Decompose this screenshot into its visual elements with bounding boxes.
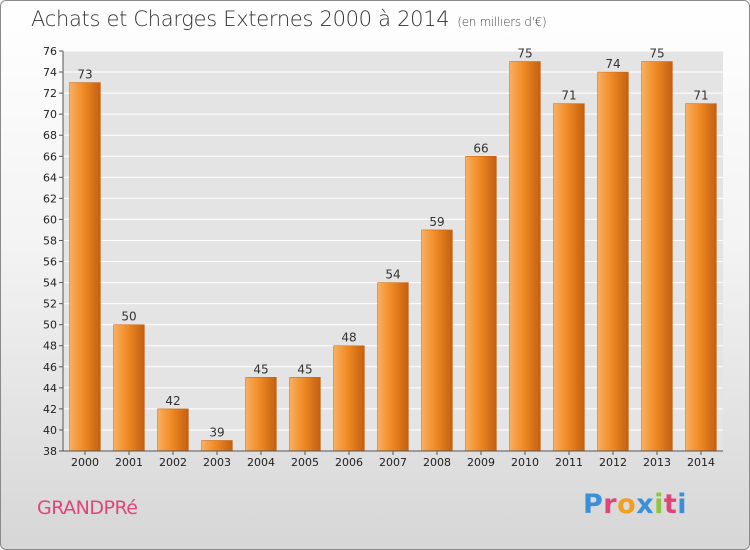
- y-tick-label: 70: [43, 108, 57, 121]
- y-tick-label: 46: [43, 361, 57, 374]
- y-tick-label: 58: [43, 234, 57, 247]
- x-tick-label-2003: 2003: [203, 456, 231, 469]
- x-tick-label-2007: 2007: [379, 456, 407, 469]
- value-label-2006: 48: [341, 331, 356, 345]
- value-label-2009: 66: [473, 141, 488, 155]
- y-tick-label: 52: [43, 298, 57, 311]
- x-tick-label-2011: 2011: [555, 456, 583, 469]
- y-tick-label: 44: [43, 382, 57, 395]
- bar-2007: [377, 282, 409, 452]
- logo-letter: P: [583, 489, 604, 520]
- bar-2014: [685, 103, 717, 452]
- y-tick-label: 60: [43, 213, 57, 226]
- y-tick-label: 64: [43, 171, 57, 184]
- x-tick-label-2010: 2010: [511, 456, 539, 469]
- bar-2009: [465, 156, 497, 452]
- y-tick-label: 56: [43, 256, 57, 269]
- bar-2004: [245, 377, 277, 452]
- bar-2010: [509, 61, 541, 452]
- x-tick-label-2014: 2014: [687, 456, 715, 469]
- x-tick-label-2012: 2012: [599, 456, 627, 469]
- y-tick-label: 74: [43, 66, 57, 79]
- y-tick-label: 50: [43, 319, 57, 332]
- bar-2013: [641, 61, 673, 452]
- y-tick-label: 42: [43, 403, 57, 416]
- value-label-2013: 75: [649, 47, 664, 61]
- value-label-2012: 74: [605, 57, 620, 71]
- value-label-2005: 45: [297, 362, 312, 376]
- bar-2005: [289, 377, 321, 452]
- logo-letter: o: [617, 489, 637, 520]
- x-tick-label-2013: 2013: [643, 456, 671, 469]
- bar-2001: [113, 324, 145, 452]
- x-tick-label-2004: 2004: [247, 456, 275, 469]
- x-tick-label-2008: 2008: [423, 456, 451, 469]
- y-tick-label: 54: [43, 277, 57, 290]
- logo-letter: i: [677, 489, 688, 520]
- bars: 73 50 42 39 45 45 48 54 59 66 75 71 74 75 71: [69, 47, 717, 452]
- value-label-2003: 39: [209, 425, 224, 439]
- value-label-2000: 73: [77, 68, 92, 82]
- bar-2002: [157, 408, 189, 452]
- value-label-2014: 71: [693, 89, 708, 103]
- axes: 38 40 42 44 46 48 50 52 54 56 58 60 62 64 66 68 70 72 74 76…: [43, 45, 723, 469]
- x-tick-label-2001: 2001: [115, 456, 143, 469]
- x-tick-label-2002: 2002: [159, 456, 187, 469]
- y-tick-label: 66: [43, 150, 57, 163]
- title-text: Achats et Charges Externes 2000 à 2014: [31, 7, 450, 31]
- x-tick-label-2005: 2005: [291, 456, 319, 469]
- bar-2003: [201, 440, 233, 452]
- logo-letter: t: [663, 489, 678, 520]
- logo-letter: x: [636, 489, 655, 520]
- y-tick-label: 48: [43, 340, 57, 353]
- value-label-2007: 54: [385, 268, 400, 282]
- x-tick-label-2006: 2006: [335, 456, 363, 469]
- proxiti-logo: Proxiti: [583, 489, 687, 520]
- y-tick-label: 40: [43, 424, 57, 437]
- value-label-2002: 42: [165, 394, 180, 408]
- y-tick-label: 72: [43, 87, 57, 100]
- commune-name: GRANDPRé: [37, 497, 138, 519]
- chart-title: Achats et Charges Externes 2000 à 2014 (e…: [31, 7, 547, 31]
- value-label-2004: 45: [253, 362, 268, 376]
- y-tick-label: 38: [43, 445, 57, 458]
- bar-2011: [553, 103, 585, 452]
- value-label-2008: 59: [429, 215, 444, 229]
- bar-2012: [597, 71, 629, 452]
- unit-note: (en milliers d'€): [457, 15, 547, 29]
- bar-2000: [69, 82, 101, 452]
- y-tick-label: 76: [43, 45, 57, 58]
- y-tick-label: 62: [43, 192, 57, 205]
- bar-2008: [421, 229, 453, 452]
- bar-2006: [333, 345, 365, 452]
- logo-letter: i: [654, 489, 664, 520]
- y-tick-label: 68: [43, 129, 57, 142]
- value-label-2001: 50: [121, 310, 136, 324]
- x-tick-label-2009: 2009: [467, 456, 495, 469]
- logo-letter: r: [603, 489, 618, 520]
- value-label-2010: 75: [517, 47, 532, 61]
- value-label-2011: 71: [561, 89, 576, 103]
- x-tick-label-2000: 2000: [71, 456, 99, 469]
